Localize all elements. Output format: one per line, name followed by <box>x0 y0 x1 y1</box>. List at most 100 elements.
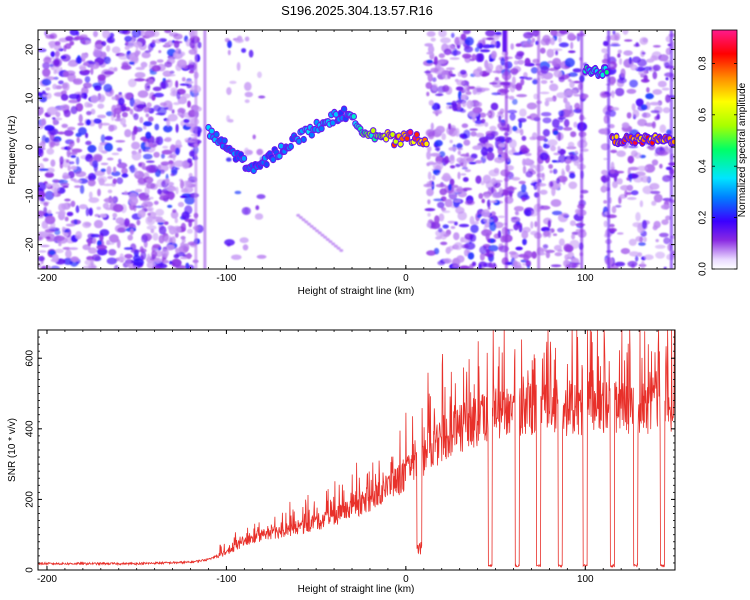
heatmap-blob <box>38 250 47 253</box>
heatmap-blob <box>154 123 160 131</box>
heatmap-blob <box>188 70 195 74</box>
heatmap-blob <box>141 234 148 243</box>
heatmap-blob <box>476 101 483 107</box>
heatmap-blob <box>52 58 62 68</box>
heatmap-blob <box>103 56 111 65</box>
heatmap-blob <box>539 152 549 161</box>
heatmap-blob <box>304 220 309 224</box>
heatmap-blob <box>48 250 56 256</box>
heatmap-blob <box>608 227 617 233</box>
heatmap-blob <box>566 89 577 96</box>
heatmap-blob <box>131 30 142 38</box>
heatmap-blob <box>507 109 518 114</box>
heatmap-blob <box>488 262 493 268</box>
heatmap-blob <box>498 115 502 123</box>
heatmap-blob <box>244 99 250 104</box>
heatmap-blob <box>97 175 108 183</box>
heatmap-blob <box>79 66 87 71</box>
heatmap-blob <box>88 175 92 181</box>
heatmap-blob <box>611 205 617 214</box>
heatmap-blob <box>144 82 151 92</box>
heatmap-blob <box>456 102 462 111</box>
heatmap-blob <box>542 244 549 249</box>
heatmap-blob <box>668 162 675 166</box>
heatmap-blob <box>636 165 648 172</box>
heatmap-blob <box>548 164 553 169</box>
heatmap-blob <box>453 232 460 241</box>
heatmap-blob <box>438 227 443 233</box>
heatmap-blob <box>639 236 643 243</box>
heatmap-blob <box>151 250 158 258</box>
heatmap-blob <box>453 199 461 203</box>
heatmap-blob <box>426 31 436 37</box>
heatmap-blob <box>111 96 117 100</box>
heatmap-blob <box>75 103 84 112</box>
heatmap-blob <box>457 150 461 156</box>
heatmap-blob <box>143 176 154 184</box>
heatmap-blob <box>620 248 631 255</box>
heatmap-blob <box>617 232 624 235</box>
heatmap-blob <box>55 111 61 118</box>
heatmap-blob <box>173 254 180 259</box>
heatmap-blob <box>637 58 647 67</box>
heatmap-blob <box>38 168 49 171</box>
y-tick-label: -10 <box>25 188 36 203</box>
heatmap-blob <box>127 234 133 241</box>
heatmap-blob <box>301 218 306 222</box>
heatmap-blob <box>184 196 195 205</box>
heatmap-blob <box>610 161 615 171</box>
heatmap-blob <box>93 154 103 162</box>
heatmap-blob <box>651 159 659 166</box>
heatmap-blob <box>92 49 101 58</box>
heatmap-blob <box>546 48 555 58</box>
heatmap-streak <box>504 30 508 269</box>
heatmap-blob <box>569 154 579 162</box>
heatmap-blob <box>63 45 67 52</box>
heatmap-blob <box>488 245 499 252</box>
heatmap-blob <box>50 159 56 167</box>
heatmap-blob <box>170 144 176 153</box>
heatmap-blob <box>155 208 165 216</box>
heatmap-blob <box>512 98 518 105</box>
heatmap-blob <box>72 78 83 85</box>
heatmap-blob <box>427 162 437 165</box>
heatmap-blob <box>517 59 525 65</box>
heatmap-blob <box>70 165 77 170</box>
heatmap-blob <box>257 71 262 79</box>
heatmap-blob <box>328 240 333 244</box>
heatmap-blob <box>547 60 554 64</box>
heatmap-blob <box>456 157 466 164</box>
x-tick-label: 100 <box>577 574 594 585</box>
heatmap-blob <box>185 180 192 188</box>
heatmap-blob <box>88 197 100 204</box>
heatmap-blob <box>542 129 551 137</box>
heatmap-blob <box>435 229 446 238</box>
heatmap-blob <box>43 202 49 207</box>
heatmap-blob <box>655 251 665 259</box>
heatmap-blob <box>573 94 581 97</box>
heatmap-blob <box>164 30 172 34</box>
heatmap-blob <box>41 78 52 86</box>
heatmap-blob <box>479 112 487 118</box>
heatmap-blob <box>93 219 104 229</box>
heatmap-blob <box>485 30 496 37</box>
signal-segment-core <box>671 139 675 145</box>
heatmap-blob <box>167 186 177 192</box>
heatmap-blob <box>653 193 663 203</box>
snr-ticks: -200 -100 0 100 0 200 400 600 <box>25 329 676 585</box>
heatmap-blob <box>226 157 232 162</box>
signal-track-core <box>424 141 429 147</box>
heatmap-blob <box>646 58 655 63</box>
signal-track-core <box>319 126 324 131</box>
heatmap-blob <box>459 69 467 75</box>
heatmap-blob <box>552 118 560 128</box>
heatmap-blob <box>109 234 119 243</box>
heatmap-blob <box>133 113 139 121</box>
heatmap-blob <box>187 264 195 269</box>
heatmap-streak <box>580 30 584 269</box>
heatmap-blob <box>102 30 111 39</box>
heatmap-blob <box>320 233 325 237</box>
heatmap-blob <box>616 178 623 185</box>
heatmap-blob <box>643 254 654 260</box>
heatmap-blob <box>468 86 476 90</box>
